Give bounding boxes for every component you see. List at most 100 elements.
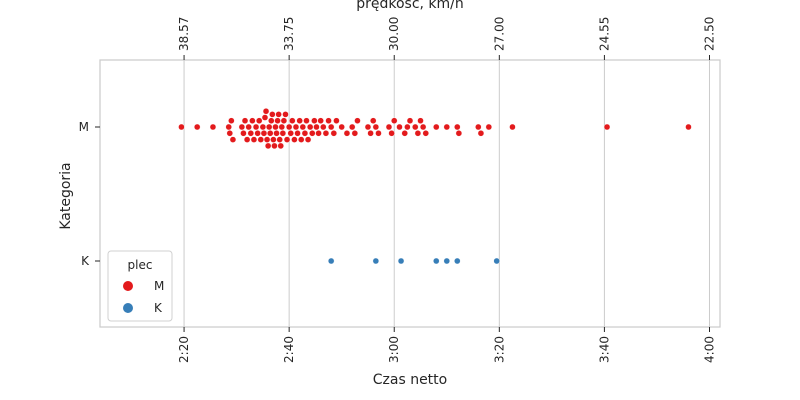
data-point-k [493, 257, 500, 265]
legend-box [107, 250, 173, 322]
x-tick-label: 2:40 [282, 336, 296, 363]
data-point-m [322, 130, 330, 137]
y-axis-title: Kategoria [58, 162, 74, 229]
data-point-m [330, 130, 338, 137]
data-point-m [238, 123, 246, 131]
data-point-m [226, 130, 233, 137]
data-point-m [404, 123, 411, 131]
data-point-m [272, 123, 279, 131]
data-point-m [385, 123, 393, 131]
data-point-m [475, 123, 482, 131]
data-point-m [194, 123, 201, 131]
data-point-m [243, 136, 251, 143]
data-point-m [354, 117, 361, 124]
data-point-m [396, 123, 403, 131]
data-point-m [419, 123, 427, 131]
top-tick-label: 24.55 [597, 17, 611, 51]
data-point-m [364, 123, 372, 131]
data-point-m [313, 123, 320, 131]
x-tick-label: 4:00 [702, 336, 716, 363]
y-tick-label: M [79, 120, 89, 134]
data-point-m [228, 117, 235, 124]
data-point-m [270, 136, 277, 143]
data-point-m [277, 142, 284, 150]
data-point-m [306, 123, 314, 131]
data-point-m [349, 123, 356, 131]
data-point-m [298, 136, 305, 143]
x-axis-title: Czas netto [373, 372, 447, 388]
data-point-m [257, 136, 264, 143]
data-point-m [274, 117, 281, 124]
data-point-m [279, 130, 287, 137]
data-point-m [443, 123, 450, 131]
data-point-m [265, 123, 273, 131]
data-point-m [391, 117, 398, 124]
data-point-m [256, 117, 263, 124]
data-point-m [249, 117, 256, 124]
data-point-m [292, 123, 300, 131]
data-point-m [280, 117, 288, 124]
legend-marker-k [123, 303, 133, 313]
data-point-k [433, 257, 440, 265]
data-point-m [433, 123, 440, 131]
data-point-m [372, 123, 380, 131]
data-point-m [269, 111, 276, 118]
legend-label-k: K [154, 301, 163, 315]
top-tick-label: 22.50 [702, 17, 716, 51]
data-point-m [250, 136, 258, 143]
data-point-m [509, 123, 516, 131]
data-point-m [311, 117, 318, 124]
data-point-m [370, 117, 377, 124]
data-point-m [454, 123, 461, 131]
data-point-m [320, 123, 327, 131]
data-point-m [401, 130, 408, 137]
data-point-m [304, 136, 312, 143]
legend-label-m: M [154, 279, 164, 293]
data-point-m [225, 123, 232, 131]
data-point-m [229, 136, 237, 143]
data-point-m [412, 123, 419, 131]
data-point-m [264, 142, 272, 150]
data-point-m [240, 130, 247, 137]
data-point-m [259, 123, 267, 131]
data-point-m [283, 136, 291, 143]
data-point-m [338, 123, 345, 131]
data-point-k [372, 257, 380, 265]
legend-title: plec [128, 258, 153, 272]
data-point-m [294, 130, 301, 137]
data-point-m [275, 111, 282, 118]
data-point-m [477, 130, 485, 137]
top-tick-label: 30.00 [387, 17, 401, 51]
data-point-k [443, 257, 450, 265]
data-point-m [209, 123, 217, 131]
data-point-m [388, 130, 395, 137]
data-point-m [325, 117, 332, 124]
x-tick-label: 3:40 [597, 336, 611, 363]
x-tick-label: 3:00 [387, 336, 401, 363]
data-point-m [343, 130, 351, 137]
data-point-m [315, 130, 322, 137]
data-point-m [291, 136, 298, 143]
data-point-m [263, 136, 271, 143]
data-point-m [327, 123, 335, 131]
data-point-m [351, 130, 359, 137]
data-point-m [301, 130, 309, 137]
data-point-m [282, 111, 289, 118]
data-point-m [247, 130, 254, 137]
data-point-m [317, 117, 324, 124]
data-point-m [603, 123, 611, 131]
data-point-m [267, 130, 274, 137]
data-point-m [309, 130, 316, 137]
data-point-m [414, 130, 422, 137]
data-point-m [241, 117, 249, 124]
top-tick-label: 38.57 [177, 17, 191, 51]
data-point-m [245, 123, 252, 131]
ticks: 2:20 38.57 2:40 33.75 3:00 30.00 3:20 27.00 3:40… [79, 17, 717, 363]
data-point-m [303, 117, 310, 124]
data-point-m [273, 130, 280, 137]
data-point-m [685, 123, 692, 131]
legend: plec M K [107, 250, 173, 322]
x-tick-label: 2:20 [177, 336, 191, 363]
data-point-m [287, 130, 294, 137]
